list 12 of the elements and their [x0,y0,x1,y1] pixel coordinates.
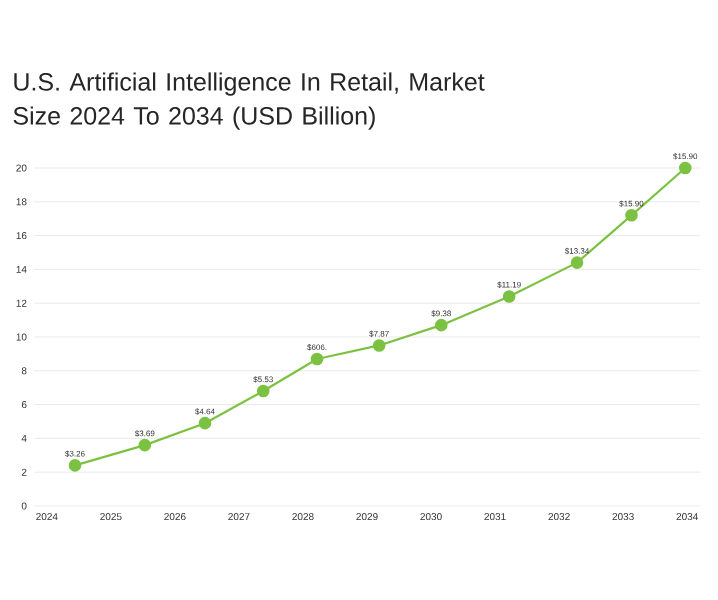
point [678,161,692,175]
point [372,339,386,352]
point [310,352,324,366]
point [138,438,152,452]
point [256,384,270,398]
point [68,459,82,472]
point [434,318,448,332]
point [570,256,584,269]
point [625,209,638,222]
point [502,290,516,303]
point [198,416,212,430]
chart-title: U.S. Artificial Intelligence In Retail, Market Size 2024 To 2034 (USD Billion) [13,72,485,130]
